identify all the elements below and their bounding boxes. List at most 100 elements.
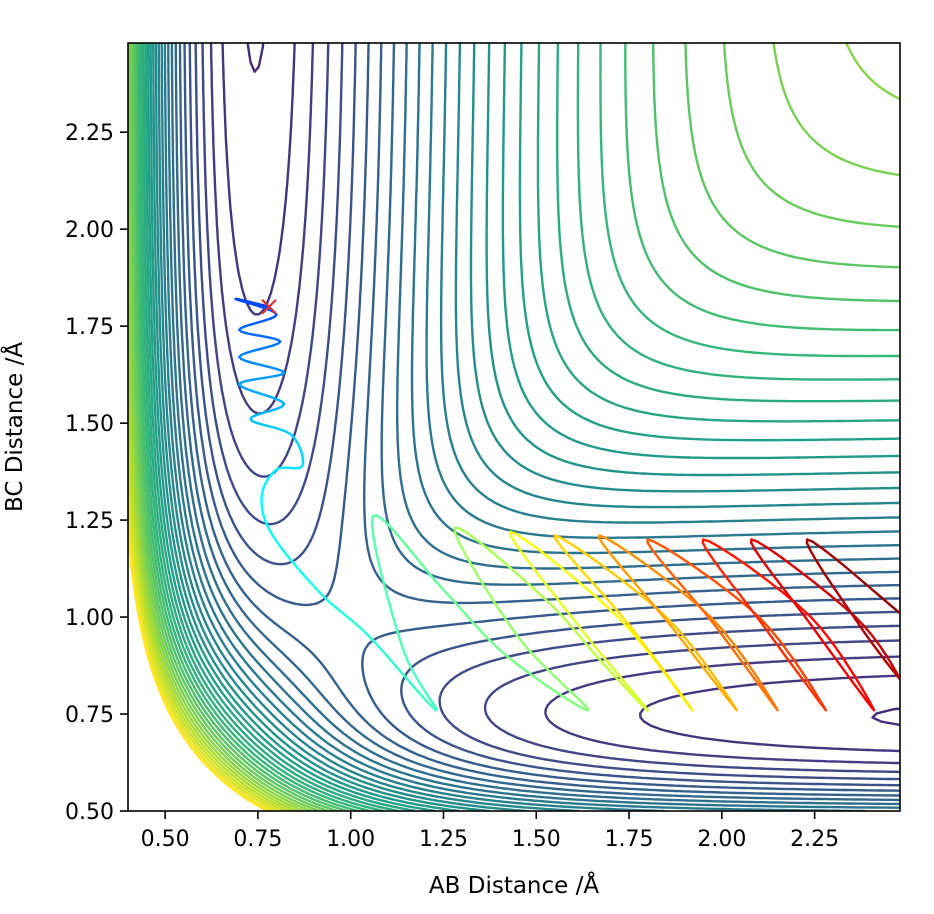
trajectory-segment	[542, 596, 554, 608]
trajectory-segment	[258, 346, 269, 351]
trajectory	[234, 297, 900, 712]
trajectory-segment	[749, 541, 756, 551]
trajectory-segment	[795, 567, 815, 584]
trajectory-segment	[757, 615, 772, 631]
trajectory-segment	[522, 554, 536, 571]
trajectory-segment	[810, 690, 821, 703]
start-marker	[261, 298, 277, 315]
trajectory-segment	[267, 395, 278, 401]
trajectory-segment	[616, 615, 631, 631]
trajectory-segment	[422, 566, 436, 581]
trajectory-segment	[559, 613, 570, 625]
trajectory-segment	[541, 681, 557, 693]
trajectory-segment	[760, 558, 772, 574]
trajectory-segment	[864, 582, 882, 598]
trajectory-segment	[647, 597, 662, 614]
trajectory-segment	[821, 547, 837, 560]
trajectory-segment	[245, 360, 255, 365]
trajectory-segment	[375, 552, 383, 575]
y-tick-label: 1.25	[65, 509, 114, 534]
trajectory-segment	[566, 698, 580, 707]
contour-level	[170, 43, 900, 806]
trajectory-segment	[711, 672, 724, 689]
trajectory-segment	[361, 628, 371, 638]
trajectory-segment	[742, 663, 756, 680]
trajectory-segment	[800, 677, 813, 693]
trajectory-segment	[348, 617, 358, 626]
contour-level	[128, 454, 286, 811]
trajectory-segment	[268, 366, 279, 371]
trajectory-segment	[515, 662, 531, 675]
trajectory-segment	[465, 531, 480, 543]
y-tick-label: 1.75	[65, 315, 114, 340]
contour-level	[144, 43, 900, 811]
trajectory-segment	[576, 704, 587, 711]
trajectory-segment	[860, 686, 870, 701]
trajectory-segment	[722, 635, 735, 652]
trajectory-segment	[569, 614, 582, 630]
trajectory-segment	[728, 700, 737, 710]
trajectory-segment	[611, 555, 625, 571]
trajectory-segment	[531, 586, 545, 599]
trajectory-segment	[720, 686, 731, 701]
trajectory-segment	[385, 654, 399, 669]
trajectory-segment	[665, 615, 680, 631]
trajectory-segment	[650, 548, 661, 561]
trajectory-segment	[553, 561, 574, 578]
trajectory-segment	[884, 660, 893, 670]
trajectory-segment	[251, 333, 262, 337]
trajectory-segment	[571, 692, 583, 703]
trajectory-segment	[325, 598, 334, 606]
trajectory-segment	[680, 584, 695, 601]
trajectory-segment	[634, 582, 650, 600]
y-tick-label: 2.00	[65, 218, 114, 243]
trajectory-segment	[567, 622, 578, 634]
x-tick-label: 0.75	[233, 827, 282, 852]
trajectory-segment	[780, 642, 795, 660]
trajectory-segment	[867, 697, 874, 709]
trajectory-segment	[568, 555, 583, 571]
trajectory-segment	[391, 527, 404, 542]
trajectory-segment	[505, 654, 519, 666]
trajectory-segment	[286, 555, 296, 566]
contour-level	[163, 43, 900, 811]
trajectory-segment	[401, 646, 409, 662]
trajectory-segment	[603, 536, 617, 545]
trajectory-segment	[569, 542, 586, 555]
trajectory-segment	[658, 611, 672, 626]
trajectory-segment	[554, 690, 570, 701]
trajectory-segment	[370, 522, 375, 538]
contour-level	[136, 43, 900, 811]
trajectory-segment	[401, 539, 415, 555]
contour-level	[132, 43, 900, 811]
trajectory-segment	[668, 623, 681, 639]
trajectory-segment	[809, 615, 823, 631]
y-tick-label: 0.50	[65, 800, 114, 825]
trajectory-segment	[475, 572, 488, 592]
trajectory-segment	[252, 362, 263, 367]
trajectory-segment	[258, 334, 269, 339]
trajectory-segment	[700, 663, 714, 681]
trajectory-segment	[450, 597, 461, 609]
contour-level	[140, 43, 900, 811]
trajectory-segment	[268, 374, 279, 379]
trajectory-segment	[247, 301, 258, 307]
trajectory-segment	[354, 622, 364, 631]
trajectory-segment	[620, 677, 633, 691]
trajectory-segment	[598, 537, 606, 548]
trajectory-segment	[685, 700, 693, 710]
trajectory-segment	[465, 555, 478, 575]
trajectory-segment	[599, 652, 613, 668]
trajectory-segment	[769, 700, 778, 710]
trajectory-segment	[259, 392, 271, 398]
trajectory-segment	[663, 577, 683, 594]
trajectory-segment	[588, 589, 606, 606]
trajectory-segment	[809, 549, 818, 563]
contour-level	[142, 43, 900, 811]
trajectory-segment	[732, 554, 751, 569]
trajectory-segment	[592, 582, 609, 600]
trajectory-segment	[251, 390, 263, 395]
trajectory-segment	[890, 667, 898, 676]
trajectory-segment	[458, 542, 468, 559]
trajectory-segment	[545, 584, 561, 603]
